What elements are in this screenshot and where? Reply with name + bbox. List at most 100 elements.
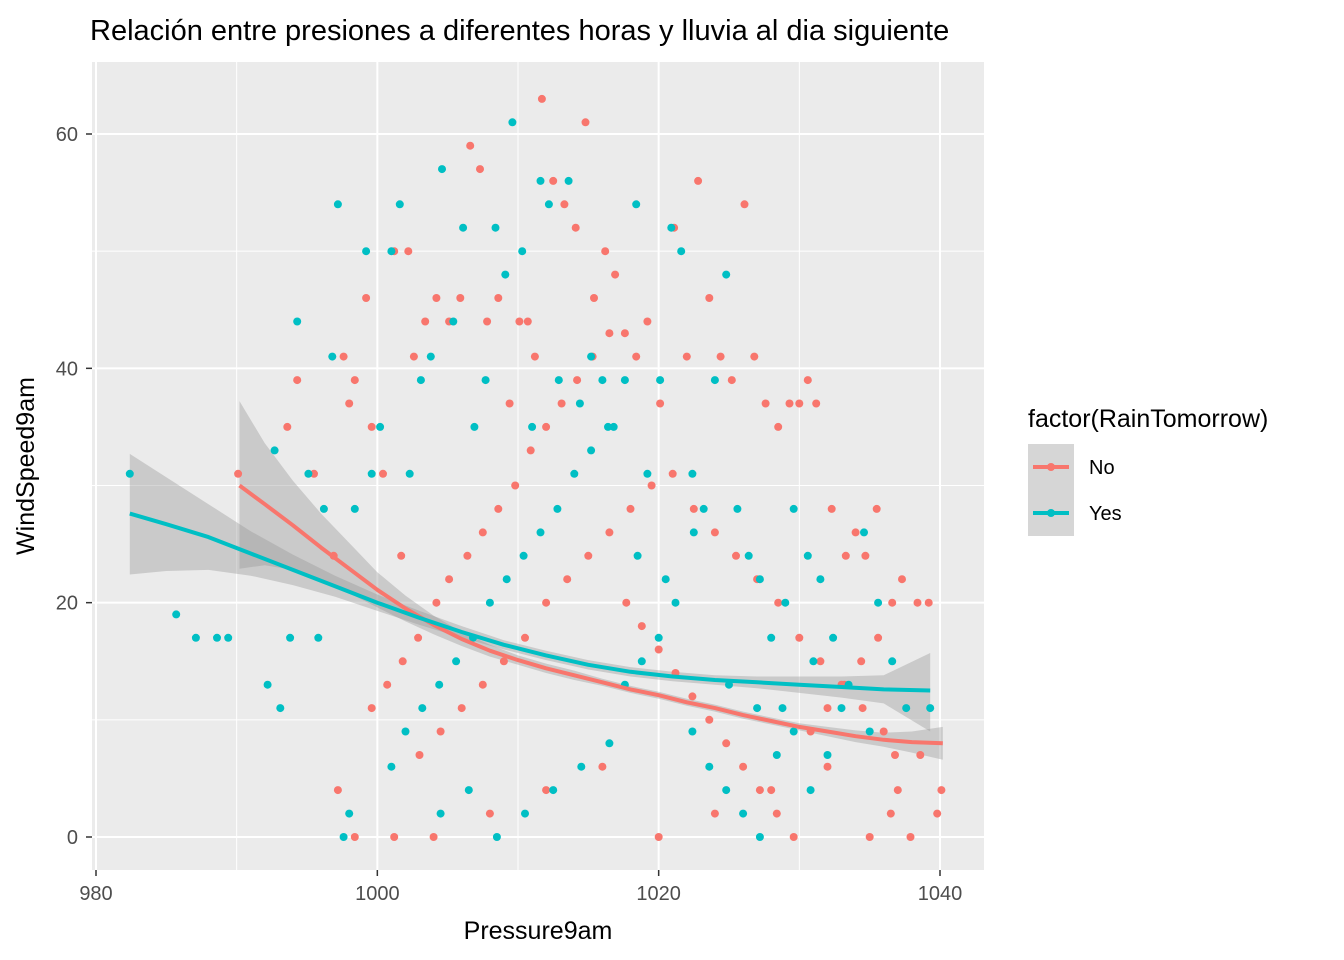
point-yes bbox=[293, 317, 302, 326]
point-no bbox=[893, 786, 902, 795]
point-yes bbox=[521, 809, 529, 818]
point-yes bbox=[829, 633, 838, 642]
point-no bbox=[891, 751, 899, 759]
point-no bbox=[598, 762, 607, 771]
point-no bbox=[739, 762, 748, 771]
x-axis-title: Pressure9am bbox=[464, 917, 613, 945]
point-no bbox=[857, 657, 866, 666]
point-no bbox=[542, 598, 551, 607]
point-yes bbox=[699, 504, 708, 513]
point-no bbox=[823, 704, 832, 713]
point-yes bbox=[304, 469, 313, 478]
point-no bbox=[611, 270, 620, 279]
point-yes bbox=[575, 399, 584, 408]
plot-panel bbox=[92, 62, 984, 870]
point-no bbox=[601, 247, 610, 256]
point-yes bbox=[733, 504, 742, 513]
point-no bbox=[879, 727, 888, 736]
point-no bbox=[937, 786, 946, 795]
point-yes bbox=[722, 270, 731, 279]
point-yes bbox=[470, 422, 479, 431]
point-no bbox=[906, 833, 915, 841]
point-yes bbox=[570, 469, 579, 478]
point-no bbox=[367, 422, 376, 431]
point-no bbox=[689, 504, 698, 513]
point-no bbox=[463, 551, 472, 560]
point-no bbox=[795, 399, 804, 408]
point-no bbox=[740, 200, 749, 209]
point-no bbox=[626, 504, 635, 513]
point-yes bbox=[860, 528, 868, 537]
point-yes bbox=[481, 376, 490, 385]
point-no bbox=[710, 528, 719, 537]
confidence-bands bbox=[129, 401, 943, 760]
point-no bbox=[293, 376, 302, 385]
point-no bbox=[812, 399, 821, 408]
point-no bbox=[872, 504, 881, 513]
point-no bbox=[537, 94, 546, 103]
point-yes bbox=[519, 551, 528, 560]
point-yes bbox=[492, 833, 501, 841]
point-yes bbox=[705, 762, 714, 771]
point-no bbox=[705, 294, 714, 302]
point-yes bbox=[667, 223, 676, 232]
point-yes bbox=[452, 657, 461, 666]
point-no bbox=[521, 633, 529, 642]
point-yes bbox=[620, 376, 629, 385]
point-no bbox=[647, 481, 656, 490]
point-yes bbox=[376, 422, 385, 431]
scatter-points bbox=[125, 94, 946, 841]
y-tick-label: 0 bbox=[67, 827, 78, 849]
point-yes bbox=[744, 551, 753, 560]
point-no bbox=[861, 551, 870, 560]
point-yes bbox=[314, 633, 323, 642]
point-yes bbox=[577, 762, 586, 771]
point-no bbox=[886, 809, 895, 818]
point-yes bbox=[688, 469, 697, 478]
point-yes bbox=[438, 165, 446, 174]
point-no bbox=[390, 833, 399, 841]
point-no bbox=[499, 657, 508, 666]
point-yes bbox=[755, 833, 764, 841]
point-no bbox=[865, 833, 874, 841]
point-yes bbox=[405, 469, 414, 478]
point-yes bbox=[789, 727, 798, 736]
point-yes bbox=[426, 352, 435, 361]
point-yes bbox=[772, 751, 781, 759]
point-yes bbox=[536, 176, 545, 185]
point-yes bbox=[350, 504, 359, 513]
point-yes bbox=[633, 551, 642, 560]
point-no bbox=[755, 786, 764, 795]
point-yes bbox=[387, 762, 396, 771]
point-yes bbox=[823, 751, 832, 759]
point-yes bbox=[671, 598, 680, 607]
point-no bbox=[827, 504, 836, 513]
point-no bbox=[898, 575, 906, 584]
smooth-line-no bbox=[238, 483, 943, 746]
point-no bbox=[404, 247, 413, 256]
point-no bbox=[705, 715, 714, 724]
point-no bbox=[656, 399, 665, 408]
point-no bbox=[605, 528, 614, 537]
point-no bbox=[466, 141, 475, 150]
point-no bbox=[560, 200, 569, 209]
point-yes bbox=[806, 786, 815, 795]
legend-title: factor(RainTomorrow) bbox=[1028, 405, 1268, 433]
point-yes bbox=[554, 376, 563, 385]
point-no bbox=[816, 657, 825, 666]
point-yes bbox=[753, 704, 762, 713]
point-yes bbox=[755, 575, 764, 584]
legend-key-point bbox=[1047, 463, 1055, 471]
point-yes bbox=[688, 727, 697, 736]
point-no bbox=[457, 704, 466, 713]
point-yes bbox=[528, 422, 537, 431]
x-tick-label: 980 bbox=[79, 883, 112, 905]
point-yes bbox=[549, 786, 558, 795]
point-yes bbox=[739, 809, 748, 818]
point-yes bbox=[689, 528, 698, 537]
point-no bbox=[421, 317, 430, 326]
point-yes bbox=[632, 200, 641, 209]
point-yes bbox=[485, 598, 494, 607]
x-axis: 980 1000 1020 1040 bbox=[79, 870, 962, 905]
